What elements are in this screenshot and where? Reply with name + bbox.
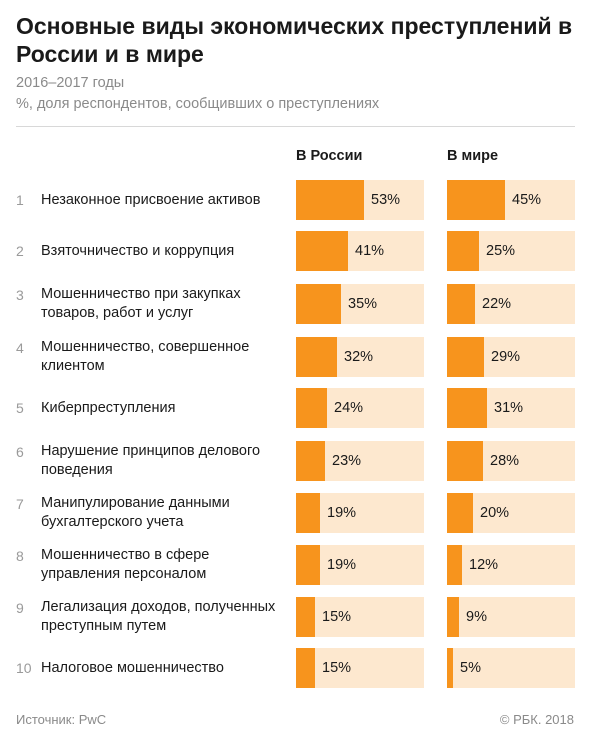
bar-world xyxy=(447,493,473,533)
bar-track-russia: 19% xyxy=(296,545,424,585)
header-divider xyxy=(16,126,575,127)
category-label: Нарушение принципов делового поведения xyxy=(41,443,261,478)
category-label: Манипулирование данными бухгалтерского у… xyxy=(41,495,230,530)
bar-world xyxy=(447,388,487,428)
bar-russia xyxy=(296,180,364,220)
bar-track-russia: 35% xyxy=(296,284,424,324)
bar-world xyxy=(447,337,484,377)
bar-world xyxy=(447,545,462,585)
copyright-note: © РБК. 2018 xyxy=(499,712,574,727)
value-label-world: 9% xyxy=(466,609,487,625)
category-label: Мошенничество в сфере управления персона… xyxy=(41,547,210,582)
chart-row: 8 Мошенничество в сфере управления персон… xyxy=(0,545,590,587)
value-label-russia: 19% xyxy=(327,557,357,573)
row-rank: 6 xyxy=(16,444,24,460)
value-label-world: 22% xyxy=(482,296,512,312)
bar-track-russia: 24% xyxy=(296,388,424,428)
source-note: Источник: PwC xyxy=(16,712,107,727)
bar-track-world: 31% xyxy=(447,388,575,428)
bar-world xyxy=(447,597,459,637)
bar-world xyxy=(447,180,505,220)
row-rank: 9 xyxy=(16,600,24,616)
chart-row: 2 Взяточничество и коррупция 41% 25% xyxy=(0,231,590,273)
row-rank: 7 xyxy=(16,496,24,512)
bar-russia xyxy=(296,284,341,324)
value-label-world: 28% xyxy=(490,453,520,469)
chart-row: 9 Легализация доходов, полученных преступ… xyxy=(0,597,590,639)
category-label: Налоговое мошенничество xyxy=(41,660,224,676)
value-label-russia: 15% xyxy=(322,660,352,676)
bar-world xyxy=(447,231,479,271)
bar-track-world: 12% xyxy=(447,545,575,585)
chart-row: 10 Налоговое мошенничество 15% 5% xyxy=(0,648,590,690)
bar-track-russia: 32% xyxy=(296,337,424,377)
bar-track-russia: 23% xyxy=(296,441,424,481)
column-header-world: В мире xyxy=(447,148,499,164)
chart-row: 1 Незаконное присвоение активов 53% 45% xyxy=(0,180,590,222)
bar-russia xyxy=(296,441,325,481)
row-rank: 4 xyxy=(16,340,24,356)
column-header-russia: В России xyxy=(296,148,363,164)
value-label-russia: 53% xyxy=(371,192,401,208)
bar-track-world: 45% xyxy=(447,180,575,220)
row-rank: 5 xyxy=(16,400,24,416)
bar-russia xyxy=(296,231,348,271)
bar-track-world: 20% xyxy=(447,493,575,533)
bar-russia xyxy=(296,388,327,428)
category-label: Легализация доходов, полученных преступн… xyxy=(41,599,276,634)
chart-row: 3 Мошенничество при закупках товаров, раб… xyxy=(0,284,590,326)
value-label-russia: 41% xyxy=(355,243,385,259)
bar-world xyxy=(447,441,483,481)
bar-russia xyxy=(296,493,320,533)
value-label-russia: 32% xyxy=(344,349,374,365)
value-label-russia: 24% xyxy=(334,400,364,416)
value-label-russia: 23% xyxy=(332,453,362,469)
bar-track-world: 29% xyxy=(447,337,575,377)
bar-russia xyxy=(296,337,337,377)
bar-track-russia: 41% xyxy=(296,231,424,271)
row-rank: 10 xyxy=(16,660,32,676)
bar-russia xyxy=(296,597,315,637)
bar-track-world: 9% xyxy=(447,597,575,637)
value-label-world: 45% xyxy=(512,192,542,208)
value-label-world: 25% xyxy=(486,243,516,259)
bar-world xyxy=(447,648,453,688)
value-label-russia: 19% xyxy=(327,505,357,521)
bar-track-world: 25% xyxy=(447,231,575,271)
chart-row: 5 Киберпреступления 24% 31% xyxy=(0,388,590,430)
value-label-world: 20% xyxy=(480,505,510,521)
bar-track-world: 22% xyxy=(447,284,575,324)
chart-row: 6 Нарушение принципов делового поведения 2… xyxy=(0,441,590,483)
chart-row: 4 Мошенничество, совершенное клиентом 32% 2… xyxy=(0,337,590,379)
category-label: Взяточничество и коррупция xyxy=(41,243,235,259)
category-label: Киберпреступления xyxy=(41,400,176,416)
chart-row: 7 Манипулирование данными бухгалтерского … xyxy=(0,493,590,535)
value-label-russia: 15% xyxy=(322,609,352,625)
chart-subtitle-period: 2016–2017 годы xyxy=(16,75,125,91)
bar-world xyxy=(447,284,475,324)
bar-russia xyxy=(296,648,315,688)
value-label-world: 5% xyxy=(460,660,481,676)
chart-subtitle-unit: %, доля респондентов, сообщивших о прест… xyxy=(16,96,380,112)
bar-track-russia: 15% xyxy=(296,597,424,637)
value-label-world: 29% xyxy=(491,349,521,365)
category-label: Незаконное присвоение активов xyxy=(41,192,261,208)
bar-track-world: 28% xyxy=(447,441,575,481)
row-rank: 2 xyxy=(16,243,24,259)
row-rank: 1 xyxy=(16,192,24,208)
category-label: Мошенничество при закупках товаров, рабо… xyxy=(41,286,241,321)
bar-track-russia: 15% xyxy=(296,648,424,688)
category-label: Мошенничество, совершенное клиентом xyxy=(41,339,250,374)
bar-track-world: 5% xyxy=(447,648,575,688)
value-label-world: 12% xyxy=(469,557,499,573)
bar-track-russia: 19% xyxy=(296,493,424,533)
bar-russia xyxy=(296,545,320,585)
row-rank: 3 xyxy=(16,287,24,303)
chart-title: Основные виды экономических преступлений… xyxy=(16,13,573,67)
value-label-russia: 35% xyxy=(348,296,378,312)
row-rank: 8 xyxy=(16,548,24,564)
bar-track-russia: 53% xyxy=(296,180,424,220)
value-label-world: 31% xyxy=(494,400,524,416)
